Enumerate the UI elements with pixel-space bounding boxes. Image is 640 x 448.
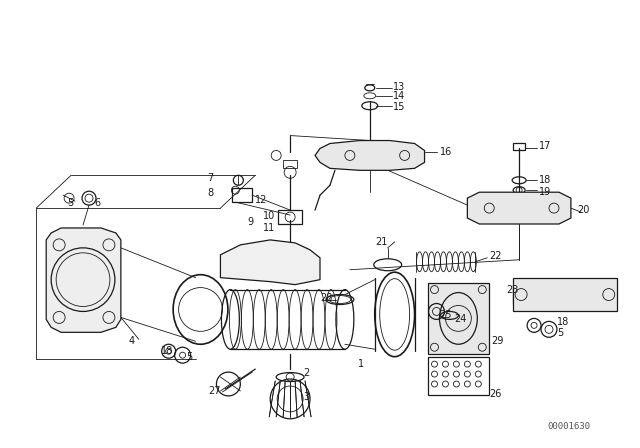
- Bar: [232, 188, 252, 202]
- Text: 00001630: 00001630: [547, 422, 591, 431]
- Text: 5: 5: [187, 352, 193, 362]
- Text: 7: 7: [207, 173, 214, 183]
- Text: 8: 8: [207, 188, 214, 198]
- Bar: [428, 357, 489, 395]
- Text: 14: 14: [393, 91, 405, 101]
- Polygon shape: [46, 228, 121, 332]
- Text: 24: 24: [454, 314, 467, 324]
- Text: 3: 3: [303, 392, 309, 402]
- Text: 21: 21: [375, 237, 387, 247]
- Text: 19: 19: [539, 187, 551, 197]
- Bar: [428, 283, 489, 354]
- Text: 5: 5: [67, 198, 74, 208]
- Text: 13: 13: [393, 82, 405, 92]
- Text: 15: 15: [393, 102, 405, 112]
- Text: 12: 12: [255, 195, 268, 205]
- Text: 27: 27: [209, 386, 221, 396]
- Text: 17: 17: [539, 142, 552, 151]
- Bar: [278, 210, 302, 224]
- Polygon shape: [315, 141, 424, 170]
- Text: 18: 18: [557, 317, 569, 327]
- Text: 1: 1: [358, 359, 364, 369]
- Text: 9: 9: [247, 217, 253, 227]
- Text: 10: 10: [263, 211, 275, 221]
- Text: 18: 18: [539, 175, 551, 185]
- Polygon shape: [220, 240, 320, 284]
- Bar: [283, 160, 297, 168]
- Text: 2: 2: [303, 368, 309, 378]
- Polygon shape: [513, 278, 617, 311]
- Text: 28: 28: [320, 293, 332, 302]
- Text: 11: 11: [263, 223, 275, 233]
- Text: 16: 16: [440, 147, 452, 157]
- Text: 29: 29: [492, 336, 504, 346]
- Text: 20: 20: [577, 205, 589, 215]
- Text: 5: 5: [557, 328, 563, 338]
- Bar: [513, 142, 525, 151]
- Text: 23: 23: [506, 284, 518, 295]
- Polygon shape: [467, 192, 571, 224]
- Text: 18: 18: [161, 346, 173, 356]
- Text: 26: 26: [489, 389, 502, 399]
- Text: 22: 22: [489, 251, 502, 261]
- Text: 6: 6: [94, 198, 100, 208]
- Text: 25: 25: [440, 310, 452, 320]
- Text: 4: 4: [129, 336, 135, 346]
